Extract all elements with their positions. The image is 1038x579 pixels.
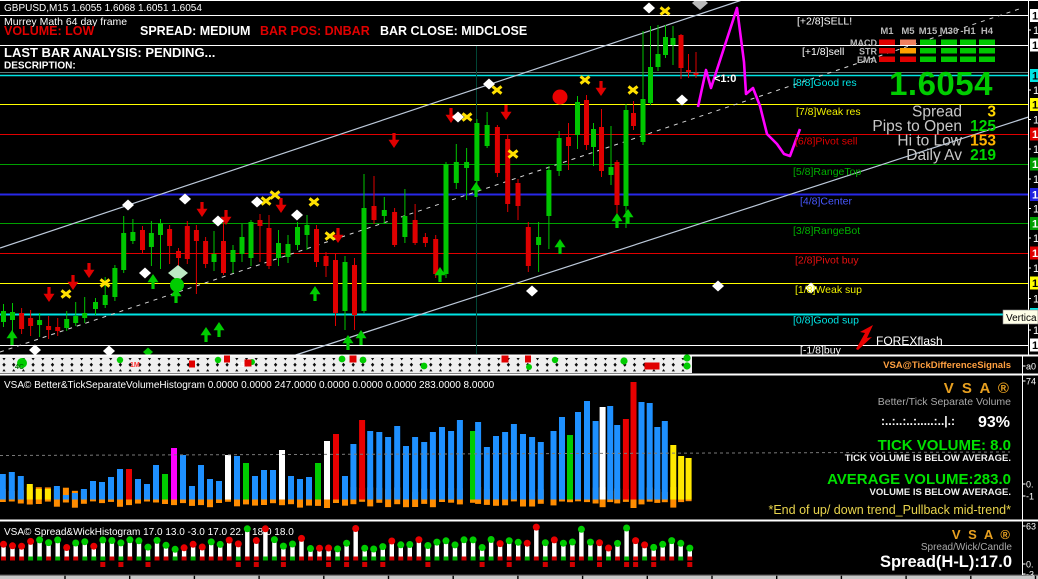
svg-text:1: 1 xyxy=(1032,190,1038,202)
svg-text:1: 1 xyxy=(1032,340,1038,352)
svg-text:LAST BAR ANALYSIS: PENDING...: LAST BAR ANALYSIS: PENDING... xyxy=(4,45,215,60)
svg-text:-3: -3 xyxy=(1026,570,1034,579)
svg-text:-H1: -H1 xyxy=(960,26,976,37)
svg-text:Spread/Wick/Candle: Spread/Wick/Candle xyxy=(921,542,1013,553)
svg-text:4C: 4C xyxy=(15,364,24,371)
svg-text:BAR POS: DNBAR: BAR POS: DNBAR xyxy=(260,24,370,38)
svg-text:1: 1 xyxy=(1032,129,1038,141)
svg-text:[+1/8]sell: [+1/8]sell xyxy=(802,46,844,58)
svg-text:VSA© Better&TickSeparateVolume: VSA© Better&TickSeparateVolumeHistogram … xyxy=(4,380,495,391)
svg-text:Vertica: Vertica xyxy=(1006,313,1037,324)
svg-text:VOLUME: LOW: VOLUME: LOW xyxy=(4,24,94,38)
svg-text:[5/8]RangeTop: [5/8]RangeTop xyxy=(793,166,861,178)
svg-text:BAR CLOSE: MIDCLOSE: BAR CLOSE: MIDCLOSE xyxy=(380,24,527,38)
svg-text:VSA@TickSeparateSignals: VSA@TickSeparateSignals xyxy=(883,373,1005,384)
svg-text:M1: M1 xyxy=(880,26,894,37)
svg-text:1: 1 xyxy=(1032,248,1038,260)
svg-text:0.: 0. xyxy=(1026,480,1034,490)
svg-text:1: 1 xyxy=(1033,25,1038,37)
svg-text:1: 1 xyxy=(1033,174,1038,186)
svg-text:1: 1 xyxy=(1032,11,1038,23)
svg-text:[6/8]Pivot sell: [6/8]Pivot sell xyxy=(795,136,857,148)
svg-text:M5: M5 xyxy=(901,26,915,37)
svg-text:0.: 0. xyxy=(1026,560,1034,570)
svg-text:<1:0: <1:0 xyxy=(714,73,736,85)
svg-text:1: 1 xyxy=(1033,325,1038,337)
svg-text:M15: M15 xyxy=(919,26,938,37)
svg-text:MACD: MACD xyxy=(850,38,877,48)
svg-text:[1/8]Weak sup: [1/8]Weak sup xyxy=(795,284,862,296)
svg-text:DESCRIPTION:: DESCRIPTION: xyxy=(4,61,76,72)
svg-text:1: 1 xyxy=(1033,233,1038,245)
svg-text:VSA@TickDifferenceSignals: VSA@TickDifferenceSignals xyxy=(883,360,1011,371)
svg-text:[-1/8]buy: [-1/8]buy xyxy=(800,345,842,357)
svg-text:M30: M30 xyxy=(940,26,958,37)
svg-text:[7/8]Weak res: [7/8]Weak res xyxy=(796,106,861,118)
svg-text:GBPUSD,M15 1.6055 1.6068 1.60: GBPUSD,M15 1.6055 1.6068 1.6051 1.6054 xyxy=(4,3,202,14)
svg-text:74: 74 xyxy=(1026,377,1036,387)
svg-text:3: 3 xyxy=(987,104,996,121)
svg-text:1: 1 xyxy=(1033,85,1038,97)
svg-text:125: 125 xyxy=(970,118,996,135)
svg-text:Spread(H-L):17.0: Spread(H-L):17.0 xyxy=(880,553,1012,571)
svg-text:Murrey Math 64 day frame: Murrey Math 64 day frame xyxy=(4,16,127,28)
svg-text:1: 1 xyxy=(1033,263,1038,275)
svg-text:V S A ®: V S A ® xyxy=(944,380,1011,397)
svg-text:*End of up/ down trend_Pullbac: *End of up/ down trend_Pullback mid-tren… xyxy=(768,503,1011,517)
svg-text:Hi to Low: Hi to Low xyxy=(897,133,962,150)
svg-text:1: 1 xyxy=(1033,204,1038,216)
svg-text:-1: -1 xyxy=(1026,492,1034,502)
svg-text:Daily Av: Daily Av xyxy=(906,147,962,164)
svg-text:Spread: Spread xyxy=(912,104,962,121)
svg-text:SPREAD: MEDIUM: SPREAD: MEDIUM xyxy=(140,24,250,38)
svg-text::..:..:..:.....:..|.:: :..:..:..:.....:..|.: xyxy=(881,414,955,428)
svg-text:15: 15 xyxy=(237,362,245,369)
svg-text:TICK VOLUME IS BELOW AVERAGE.: TICK VOLUME IS BELOW AVERAGE. xyxy=(845,453,1011,464)
svg-text:1M: 1M xyxy=(130,362,140,369)
svg-text:H4: H4 xyxy=(981,26,994,37)
svg-text:[2/8]Pivot buy: [2/8]Pivot buy xyxy=(795,255,859,267)
svg-text:219: 219 xyxy=(970,147,996,164)
svg-text:93%: 93% xyxy=(978,414,1010,431)
svg-text:STR: STR xyxy=(859,47,878,57)
svg-text:1: 1 xyxy=(1032,278,1038,290)
svg-text:TICK VOLUME: 8.0: TICK VOLUME: 8.0 xyxy=(878,437,1011,454)
svg-text:63: 63 xyxy=(1026,522,1036,532)
svg-text:FOREXflash: FOREXflash xyxy=(876,334,943,348)
svg-text:1.6054: 1.6054 xyxy=(889,65,993,102)
svg-text:EMA: EMA xyxy=(857,55,878,65)
svg-text:1: 1 xyxy=(1033,294,1038,306)
svg-text:V S A ®: V S A ® xyxy=(952,527,1012,542)
svg-text:VOLUME IS BELOW AVERAGE.: VOLUME IS BELOW AVERAGE. xyxy=(870,487,1011,498)
svg-text:[3/8]RangeBot: [3/8]RangeBot xyxy=(793,225,860,237)
svg-text:1: 1 xyxy=(1032,100,1038,112)
svg-text:1: 1 xyxy=(1032,159,1038,171)
svg-text:VSA© Spread&WickHistogram 17.0: VSA© Spread&WickHistogram 17.0 13.0 -3.0… xyxy=(4,527,294,538)
svg-text:[+2/8]SELL!: [+2/8]SELL! xyxy=(797,16,852,28)
svg-text:1: 1 xyxy=(1033,144,1038,156)
svg-text:153: 153 xyxy=(970,133,996,150)
svg-text:1: 1 xyxy=(1032,40,1038,52)
svg-text:Better/Tick Separate Volume: Better/Tick Separate Volume xyxy=(878,396,1011,408)
svg-text:Pips to Open: Pips to Open xyxy=(872,118,962,135)
svg-text:[0/8]Good sup: [0/8]Good sup xyxy=(793,315,859,327)
svg-text:AVERAGE VOLUME:283.0: AVERAGE VOLUME:283.0 xyxy=(827,471,1011,488)
svg-text:a0: a0 xyxy=(1026,362,1036,372)
svg-text:1: 1 xyxy=(1032,219,1038,231)
svg-text:1: 1 xyxy=(1032,71,1038,83)
svg-text:[8/8]Good res: [8/8]Good res xyxy=(793,77,857,89)
svg-text:[4/8]Center: [4/8]Center xyxy=(800,196,852,208)
svg-text:1: 1 xyxy=(1033,115,1038,127)
